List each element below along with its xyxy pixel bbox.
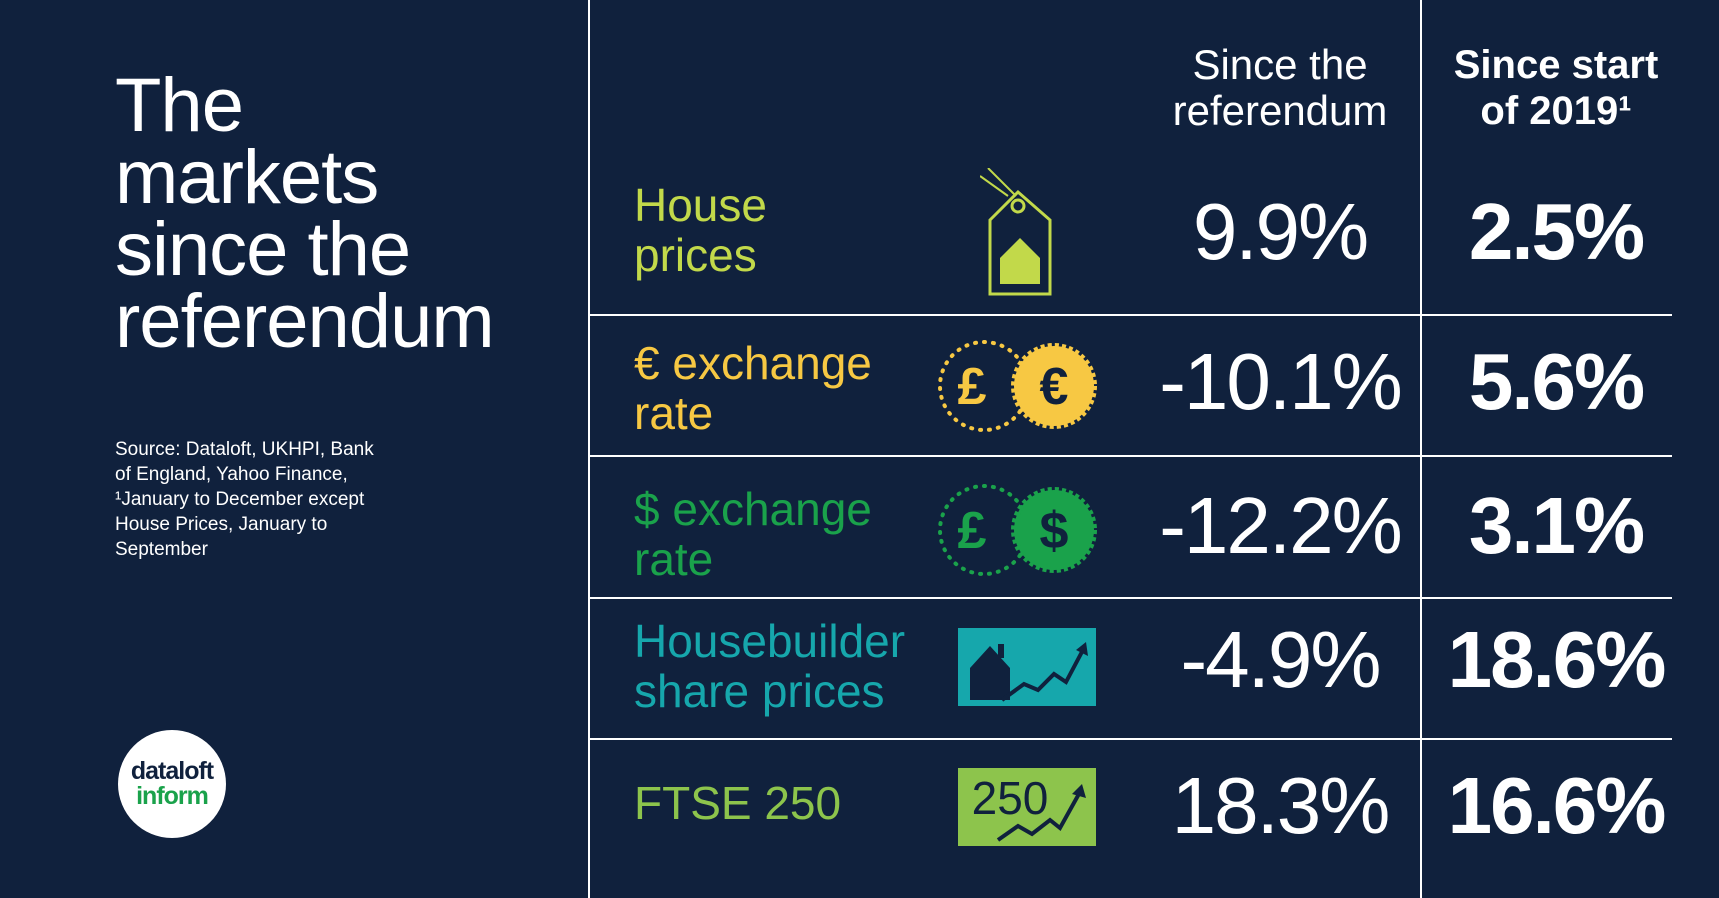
row-label-line: $ exchange (634, 483, 872, 535)
title-line-3: since the (115, 207, 411, 292)
source-line-2: of England, Yahoo Finance, (115, 464, 348, 485)
row-label-line: rate (634, 387, 714, 439)
value-euro-since-2019: 5.6% (1468, 337, 1645, 426)
page-title: The markets since the referendum (115, 63, 585, 364)
row-label-line: rate (634, 533, 714, 585)
pound-euro-coins-icon: £ € (938, 340, 1097, 432)
row-label-ftse-250: FTSE 250 (634, 778, 841, 828)
column-header-line: Since start (1453, 43, 1659, 87)
row-label-house-prices: House prices (634, 180, 767, 280)
row-label-housebuilder-share-prices: Housebuilder share prices (634, 616, 905, 716)
row-label-line: Housebuilder (634, 615, 906, 667)
column-header-line: of 2019¹ (1480, 89, 1632, 133)
row-label-line: share prices (634, 665, 885, 717)
svg-text:€: € (1040, 358, 1069, 416)
value-house-prices-since-referendum: 9.9% (1192, 187, 1369, 276)
source-line-3: ¹January to December except (115, 489, 365, 510)
value-ftse-since-referendum: 18.3% (1171, 761, 1391, 850)
logo-line-2: inform (136, 782, 209, 810)
value-housebuilder-since-referendum: -4.9% (1180, 615, 1382, 704)
source-line-4: House Prices, January to (115, 514, 328, 535)
source-line-1: Source: Dataloft, UKHPI, Bank (115, 439, 374, 460)
ftse-250-chart-icon: 250 (958, 768, 1096, 846)
svg-text:£: £ (958, 502, 987, 560)
value-dollar-since-referendum: -12.2% (1159, 481, 1402, 570)
column-header-line: referendum (1172, 87, 1388, 134)
svg-text:$: $ (1040, 502, 1069, 560)
dataloft-logo: dataloft inform (118, 730, 226, 838)
svg-text:250: 250 (972, 772, 1049, 824)
source-line-5: September (115, 539, 208, 560)
title-line-4: referendum (115, 279, 495, 364)
row-divider-2 (590, 455, 1672, 457)
column-divider (1420, 0, 1422, 898)
value-housebuilder-since-2019: 18.6% (1447, 615, 1667, 704)
row-divider-3 (590, 597, 1672, 599)
row-divider-1 (590, 314, 1672, 316)
value-ftse-since-2019: 16.6% (1447, 761, 1667, 850)
svg-text:£: £ (958, 358, 987, 416)
row-label-line: prices (634, 229, 757, 281)
column-header-since-2019: Since start of 2019¹ (1424, 42, 1688, 134)
row-label-euro-exchange-rate: € exchange rate (634, 338, 872, 438)
source-note: Source: Dataloft, UKHPI, Bank of England… (115, 437, 415, 562)
column-header-since-referendum: Since the referendum (1160, 42, 1400, 134)
value-euro-since-referendum: -10.1% (1159, 337, 1402, 426)
title-line-1: The (115, 63, 244, 148)
value-dollar-since-2019: 3.1% (1468, 481, 1645, 570)
pound-dollar-coins-icon: £ $ (938, 484, 1097, 576)
row-label-dollar-exchange-rate: $ exchange rate (634, 484, 872, 584)
value-house-prices-since-2019: 2.5% (1468, 187, 1645, 276)
logo-line-1: dataloft (130, 757, 214, 785)
row-label-line: € exchange (634, 337, 872, 389)
price-tag-house-icon (980, 168, 1052, 296)
row-label-line: House (634, 179, 767, 231)
row-label-line: FTSE 250 (634, 777, 842, 829)
column-header-line: Since the (1192, 41, 1368, 88)
row-divider-4 (590, 738, 1672, 740)
title-line-2: markets (115, 135, 379, 220)
house-rising-chart-icon (958, 628, 1096, 706)
table-left-border (588, 0, 590, 898)
